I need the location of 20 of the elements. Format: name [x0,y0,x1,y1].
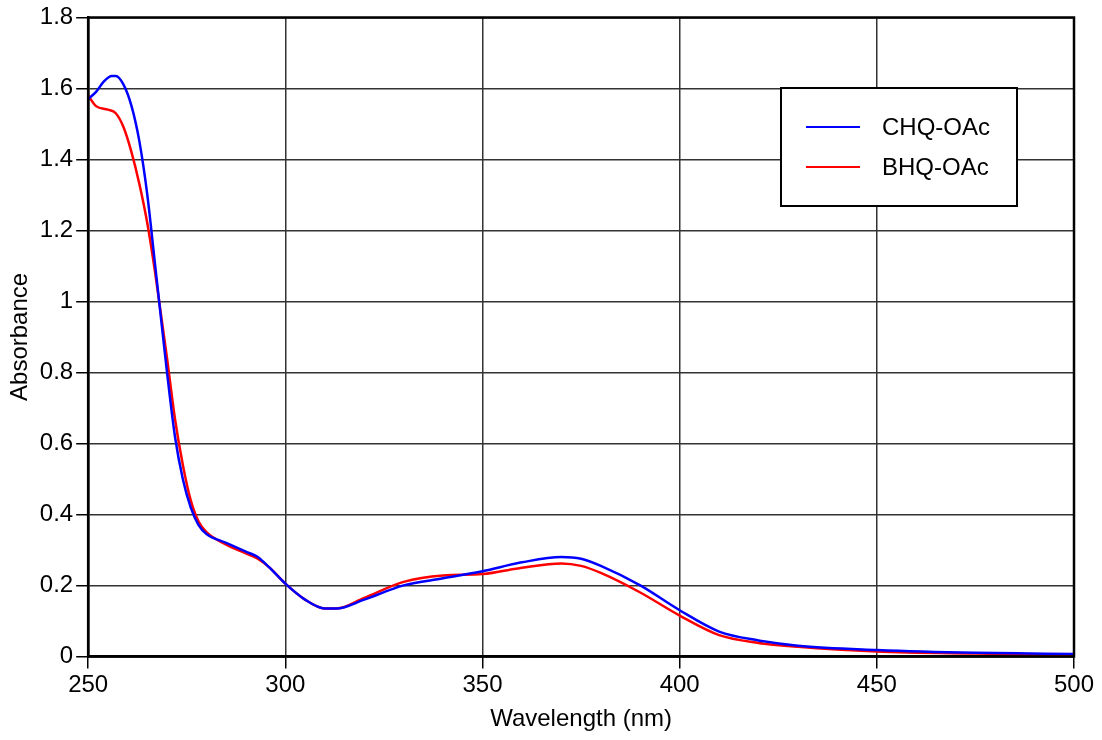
y-tick-label: 0.6 [39,428,74,456]
y-tick-label: 0.2 [39,570,74,598]
x-tick-label: 450 [856,670,897,698]
x-tick-label: 500 [1053,670,1095,698]
legend-label: CHQ-OAc [882,113,990,142]
x-tick-label: 250 [68,670,109,698]
y-tick-label: 1.2 [39,215,74,243]
legend-label: BHQ-OAc [882,153,989,182]
y-tick-label: 1 [59,286,74,314]
x-tick-label: 400 [659,670,700,698]
x-tick-label: 350 [462,670,503,698]
x-axis-title: Wavelength (nm) [490,704,672,732]
x-tick-label: 300 [265,670,306,698]
y-tick-label: 1.8 [39,2,74,30]
y-axis-title: Absorbance [5,272,33,401]
y-tick-label: 1.6 [39,73,74,101]
y-tick-label: 0.8 [39,357,74,385]
y-tick-label: 0.4 [39,499,74,527]
y-tick-label: 1.4 [39,144,74,172]
y-tick-label: 0 [59,641,74,669]
